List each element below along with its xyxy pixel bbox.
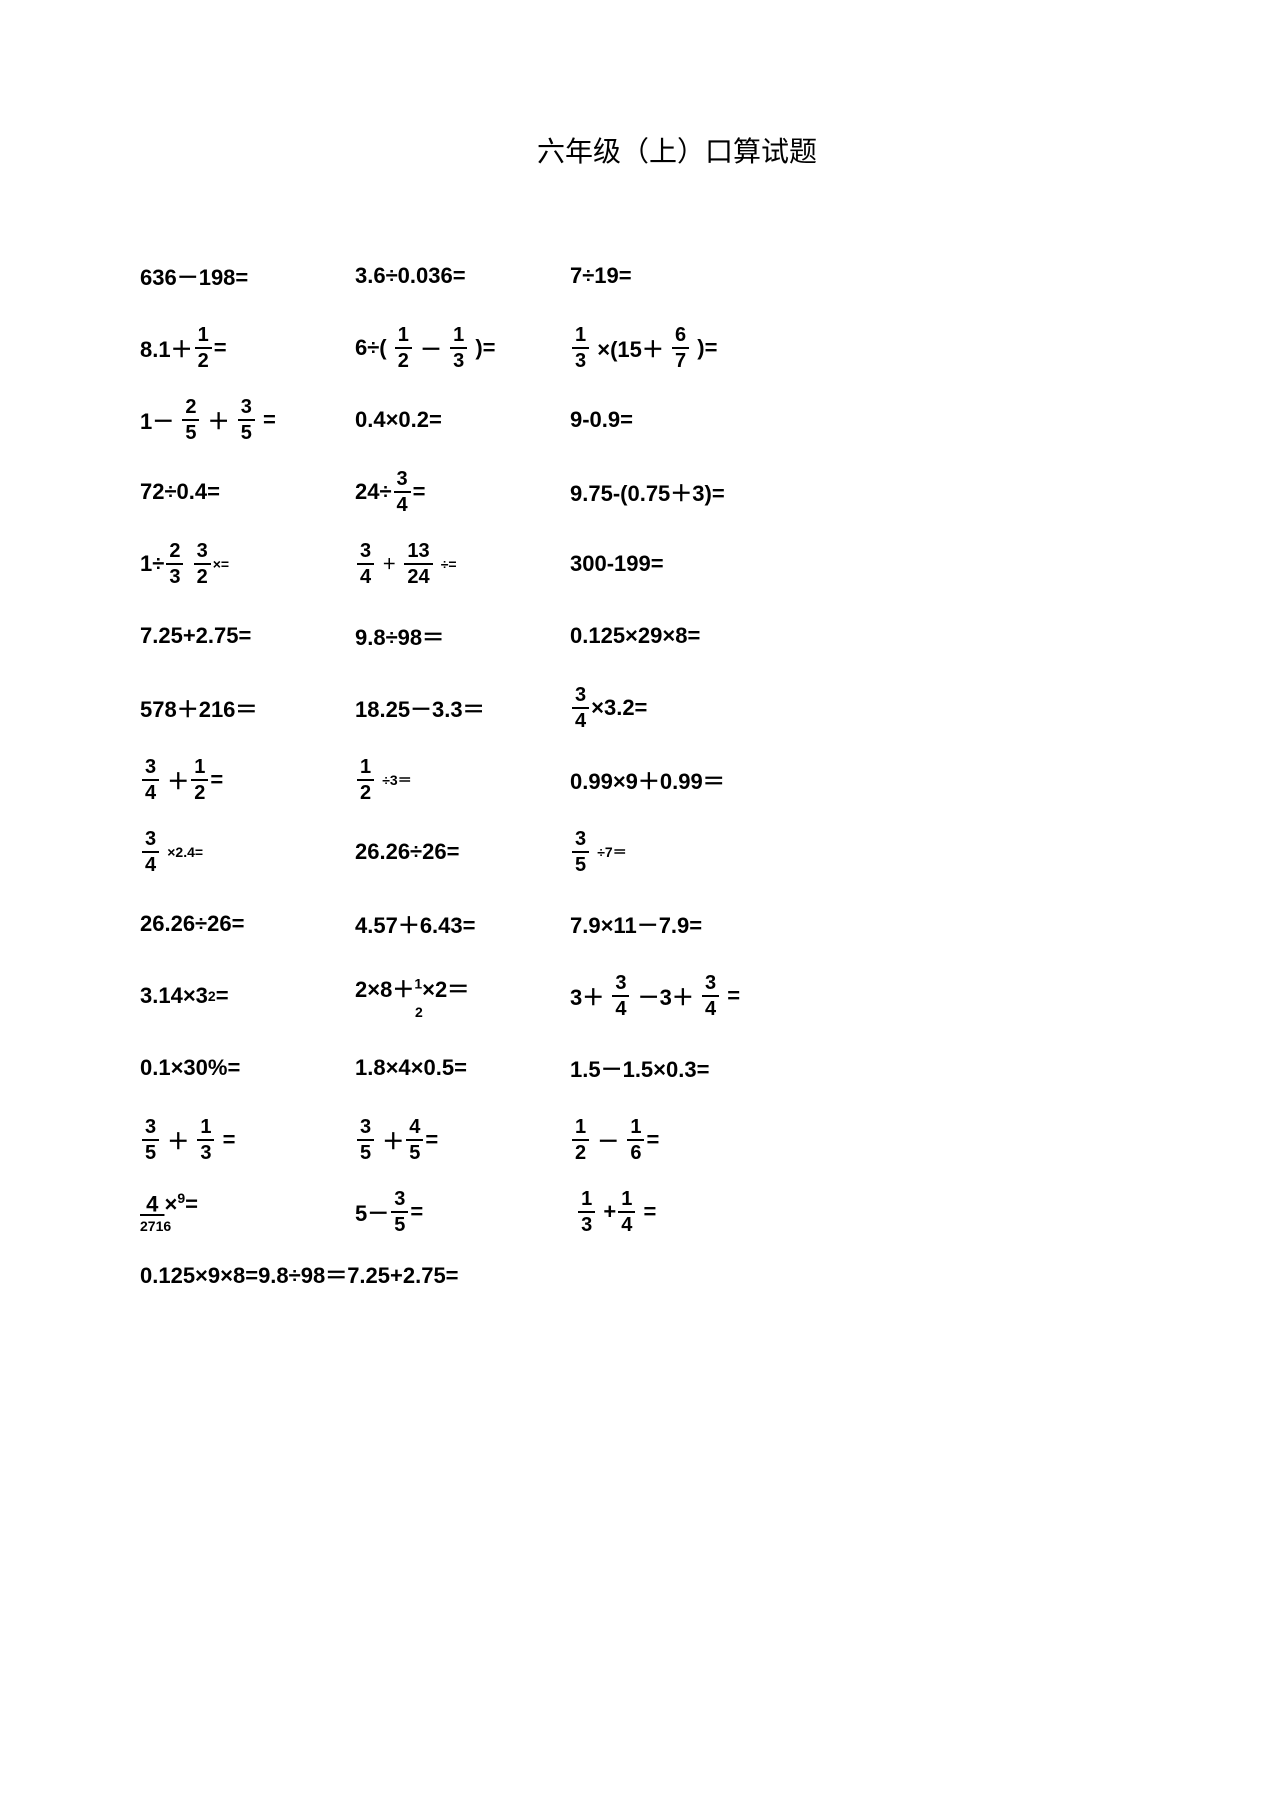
- problem: 24÷34=: [355, 456, 570, 528]
- problem: 0.4×0.2=: [355, 384, 570, 456]
- problem: 1÷23 32×=: [140, 528, 355, 600]
- problem: 0.99×9＋0.99＝: [570, 744, 785, 816]
- problem: 34 ＋ 1324 ÷=: [355, 528, 570, 600]
- problem: 12 ÷3＝: [355, 744, 570, 816]
- problem: 1.8×4×0.5=: [355, 1032, 570, 1104]
- problem: 35 ＋45=: [355, 1104, 570, 1176]
- problem: 35 ＋ 13 =: [140, 1104, 355, 1176]
- problem: 3.6÷0.036=: [355, 240, 570, 312]
- problem-grid: 636－198= 3.6÷0.036= 7÷19= 8.1＋12= 6÷( 12…: [140, 240, 1134, 1248]
- problem: 4 ×9=2716: [140, 1176, 355, 1248]
- problem: 1－ 25 ＋ 35 =: [140, 384, 355, 456]
- problem: 2×8＋1×2＝2: [355, 960, 570, 1032]
- problem: 1.5－1.5×0.3=: [570, 1032, 785, 1104]
- problem: 636－198=: [140, 240, 355, 312]
- problem: 26.26÷26=: [355, 816, 570, 888]
- problem: 34 ×2.4=: [140, 816, 355, 888]
- problem: 3.14×32=: [140, 960, 355, 1032]
- problem: 26.26÷26=: [140, 888, 355, 960]
- problem: 12 － 16=: [570, 1104, 785, 1176]
- problem: 0.125×29×8=: [570, 600, 785, 672]
- problem: 9.8÷98＝: [355, 600, 570, 672]
- problem: 35 ÷7＝: [570, 816, 785, 888]
- problem: 7.9×11－7.9=: [570, 888, 785, 960]
- problem: 9-0.9=: [570, 384, 785, 456]
- problem: 8.1＋12=: [140, 312, 355, 384]
- problem: 6÷( 12 － 13 )=: [355, 312, 570, 384]
- problem: 72÷0.4=: [140, 456, 355, 528]
- problem: 13 ×(15＋ 67 )=: [570, 312, 785, 384]
- last-line: 0.125×9×8=9.8÷98＝7.25+2.75=: [140, 1258, 1134, 1290]
- problem: 5－35=: [355, 1176, 570, 1248]
- problem: 13 +14 =: [570, 1176, 785, 1248]
- problem: 9.75-(0.75＋3)=: [570, 456, 785, 528]
- problem: 7.25+2.75=: [140, 600, 355, 672]
- problem: 4.57＋6.43=: [355, 888, 570, 960]
- problem: 7÷19=: [570, 240, 785, 312]
- problem: 0.1×30%=: [140, 1032, 355, 1104]
- problem: 578＋216＝: [140, 672, 355, 744]
- problem: 300-199=: [570, 528, 785, 600]
- problem: 34 ＋12=: [140, 744, 355, 816]
- problem: 3＋ 34 －3＋ 34 =: [570, 960, 785, 1032]
- problem: 18.25－3.3＝: [355, 672, 570, 744]
- page-title: 六年级（上）口算试题: [220, 130, 1134, 170]
- problem: 34×3.2=: [570, 672, 785, 744]
